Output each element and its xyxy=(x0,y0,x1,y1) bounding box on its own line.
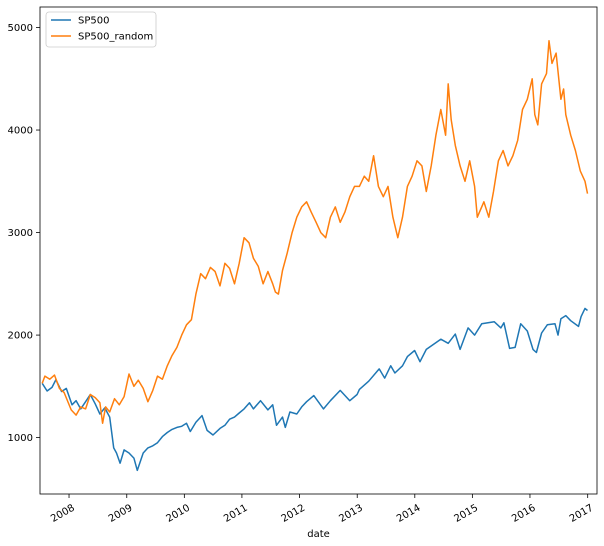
y-tick-label: 5000 xyxy=(8,23,33,34)
y-tick-label: 1000 xyxy=(8,433,33,444)
y-axis: 1000 2000 3000 4000 5000 xyxy=(8,23,40,444)
y-tick-label: 4000 xyxy=(8,126,33,137)
legend: SP500 SP500_random xyxy=(45,11,157,48)
legend-label-sp500: SP500 xyxy=(78,16,109,27)
axes-frame xyxy=(39,6,598,495)
y-tick-label: 3000 xyxy=(8,228,33,239)
plot-area xyxy=(41,40,589,472)
series-line-sp500-random xyxy=(41,40,589,425)
x-axis-label: date xyxy=(307,529,330,540)
series-line-sp500 xyxy=(41,307,588,472)
legend-box xyxy=(45,11,157,48)
y-tick-label: 2000 xyxy=(8,331,33,342)
legend-label-sp500-random: SP500_random xyxy=(78,32,153,43)
